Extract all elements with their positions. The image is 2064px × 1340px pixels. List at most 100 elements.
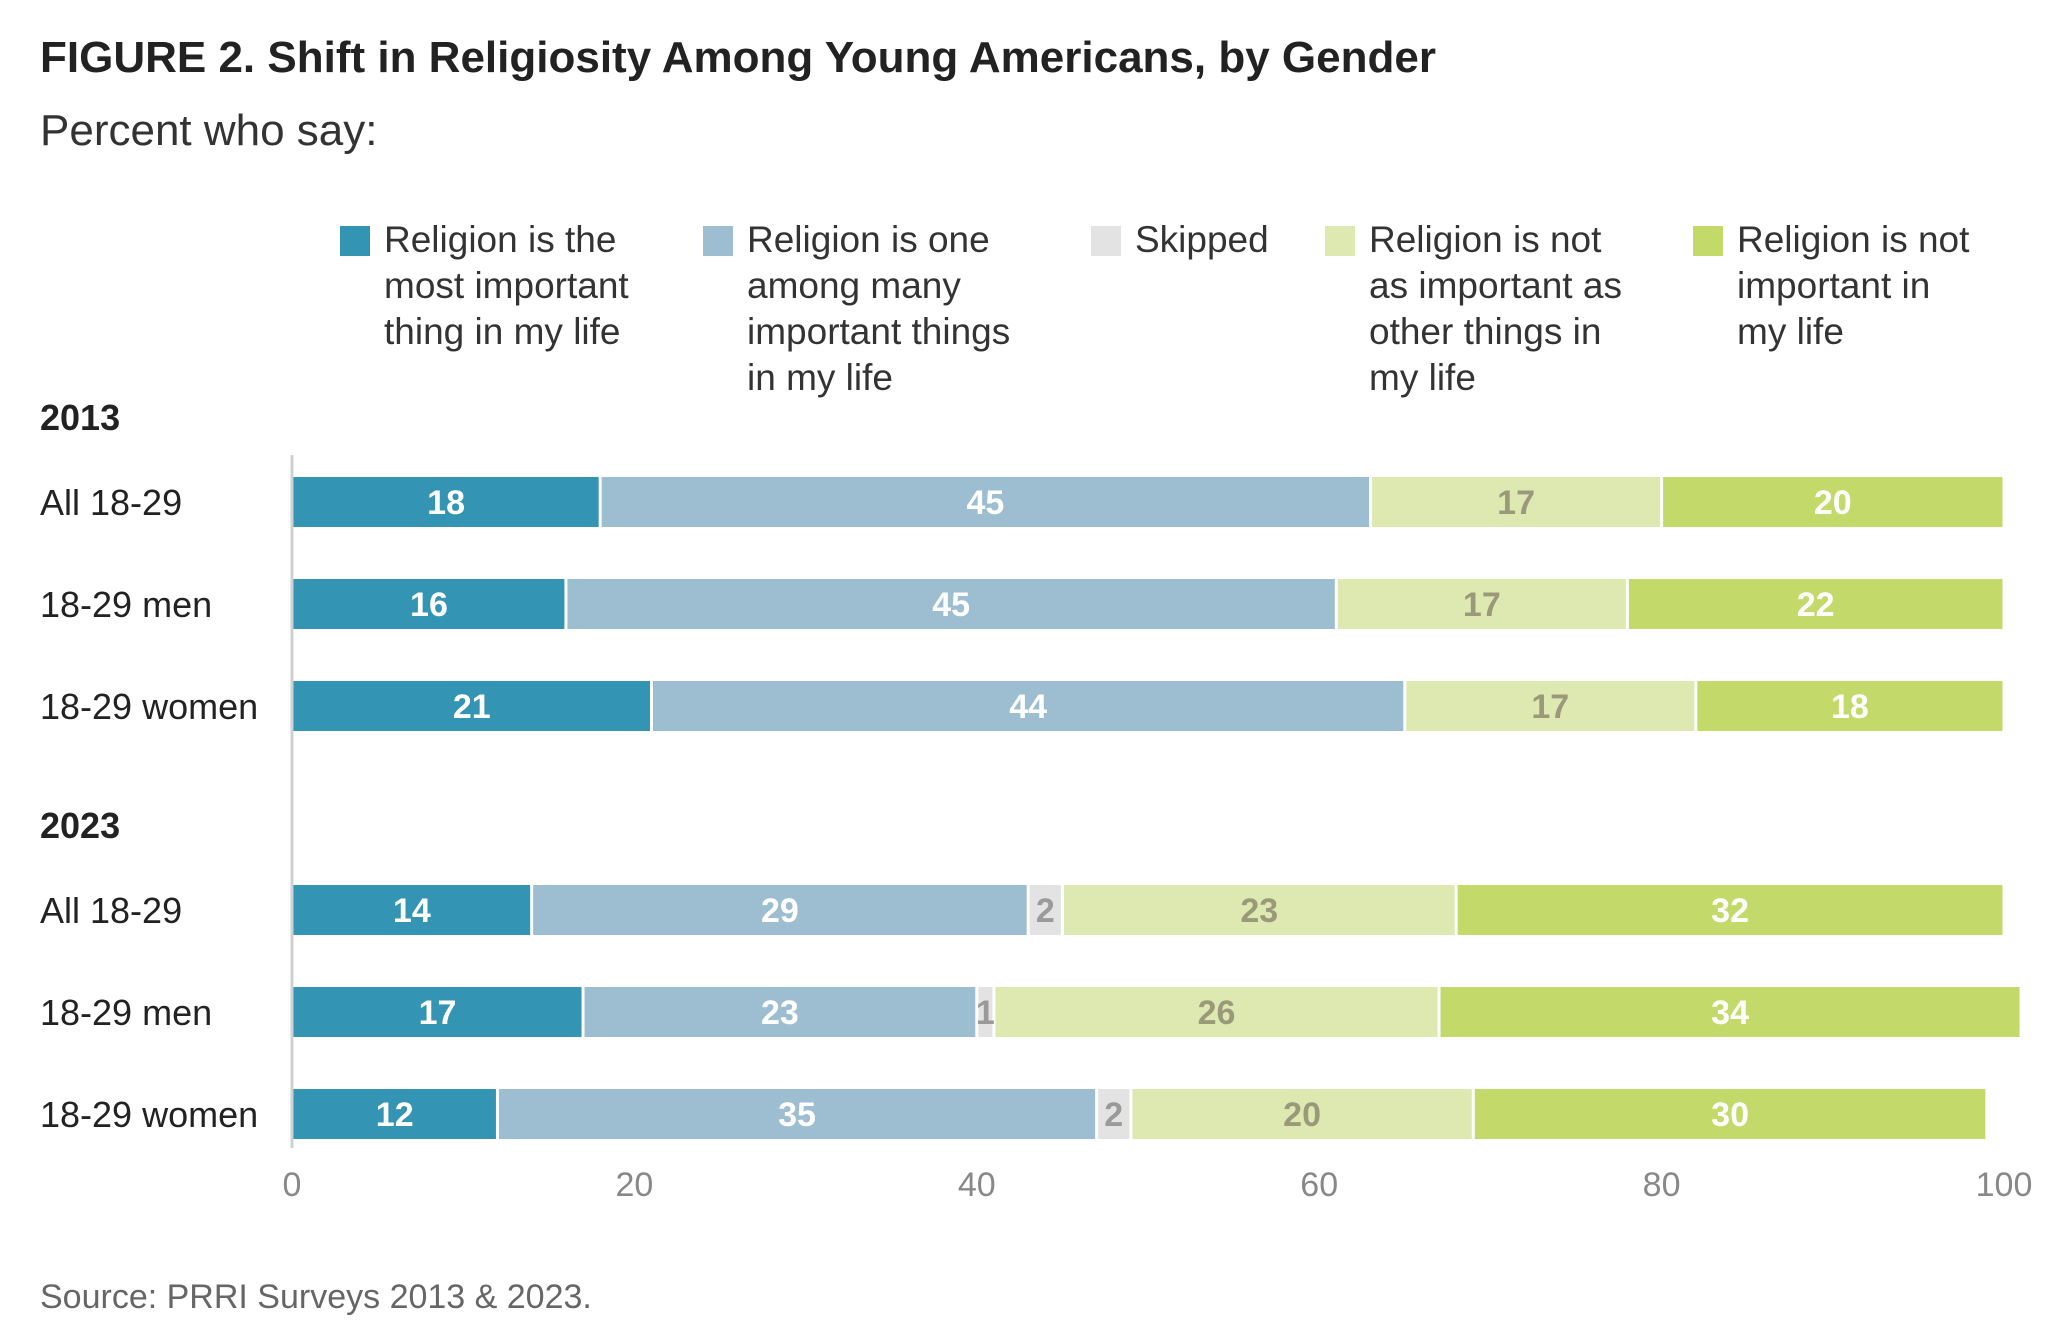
bar-value-label: 2 xyxy=(1104,1096,1123,1134)
bar-segment-skipped xyxy=(978,987,993,1037)
row-label: 18-29 men xyxy=(40,992,212,1033)
bar-value-label: 20 xyxy=(1814,484,1852,522)
bar-value-label: 1 xyxy=(976,994,995,1032)
bar-segment-one_among xyxy=(533,885,1027,935)
bar-value-label: 34 xyxy=(1711,994,1749,1032)
bar-value-label: 29 xyxy=(761,892,799,930)
bar-segment-not_as xyxy=(1063,885,1455,935)
bar-segment-not_important xyxy=(1663,477,2003,527)
x-tick-label: 60 xyxy=(1300,1166,1338,1204)
legend-item-most: Religion is the most important thing in my… xyxy=(340,219,629,352)
legend-label-line: thing in my life xyxy=(384,311,621,352)
legend-label-line: important things xyxy=(747,311,1010,352)
bar-value-label: 2 xyxy=(1036,892,1055,930)
bar-value-label: 35 xyxy=(778,1096,816,1134)
legend-label-line: Skipped xyxy=(1135,219,1269,260)
bar-segment-most xyxy=(293,681,651,731)
source-note: Source: PRRI Surveys 2013 & 2023. xyxy=(40,1278,592,1316)
bar-segment-skipped xyxy=(1098,1089,1130,1139)
bar-segment-not_as xyxy=(995,987,1438,1037)
bar-segment-not_as xyxy=(1406,681,1695,731)
bar-segment-one_among xyxy=(498,1089,1096,1139)
bar-row: 18-29 women 12 35 2 20 30 xyxy=(40,1089,1986,1139)
bar-segment-not_important xyxy=(1457,885,2003,935)
bar-value-label: 16 xyxy=(410,586,448,624)
bar-value-label: 17 xyxy=(1463,586,1501,624)
bar-segment-not_important xyxy=(1697,681,2003,731)
legend-label-line: Religion is not xyxy=(1737,219,1970,260)
group-label: 2023 xyxy=(40,805,120,846)
legend-swatch xyxy=(703,226,733,256)
chart-subtitle: Percent who say: xyxy=(40,106,378,155)
legend-swatch xyxy=(1325,226,1355,256)
legend-label-line: other things in xyxy=(1369,311,1601,352)
bar-segment-most xyxy=(293,1089,496,1139)
bar-value-label: 14 xyxy=(393,892,431,930)
legend-label-line: among many xyxy=(747,265,961,306)
legend-item-not_important: Religion is not important in my life xyxy=(1693,219,1970,352)
bar-row: 18-29 men 16 45 17 22 xyxy=(40,579,2003,629)
bar-segment-one_among xyxy=(584,987,976,1037)
bar-value-label: 45 xyxy=(966,484,1004,522)
legend-label-line: Religion is not xyxy=(1369,219,1602,260)
bar-value-label: 17 xyxy=(1497,484,1535,522)
legend-label-line: as important as xyxy=(1369,265,1622,306)
row-label: All 18-29 xyxy=(40,890,182,931)
bar-segment-not_important xyxy=(1628,579,2003,629)
bar-segment-not_as xyxy=(1132,1089,1472,1139)
legend-item-not_as: Religion is not as important as other thin… xyxy=(1325,219,1622,398)
bar-segment-skipped xyxy=(1029,885,1061,935)
bar-value-label: 45 xyxy=(932,586,970,624)
bar-value-label: 23 xyxy=(761,994,799,1032)
bar-value-label: 22 xyxy=(1797,586,1835,624)
bar-value-label: 44 xyxy=(1009,688,1047,726)
x-tick-label: 80 xyxy=(1643,1166,1681,1204)
bar-segment-not_as xyxy=(1372,477,1661,527)
row-label: All 18-29 xyxy=(40,482,182,523)
bar-value-label: 26 xyxy=(1198,994,1236,1032)
bar-segment-most xyxy=(293,987,582,1037)
legend-item-one_among: Religion is one among many important thing… xyxy=(703,219,1010,398)
bar-value-label: 23 xyxy=(1240,892,1278,930)
bar-value-label: 17 xyxy=(419,994,457,1032)
legend-label-line: important in xyxy=(1737,265,1930,306)
bar-row: 18-29 men 17 23 1 26 34 xyxy=(40,987,2020,1037)
bar-segment-most xyxy=(293,477,599,527)
x-tick-label: 40 xyxy=(958,1166,996,1204)
row-label: 18-29 women xyxy=(40,686,258,727)
group-2023: 2023 All 18-29 14 29 2 23 32 18-29 men 17 23 1 26 34… xyxy=(40,805,2020,1139)
bar-segment-one_among xyxy=(653,681,1404,731)
legend-label-line: my life xyxy=(1369,357,1476,398)
legend-label-line: Religion is one xyxy=(747,219,990,260)
legend-label-line: Religion is the xyxy=(384,219,616,260)
bar-value-label: 18 xyxy=(1831,688,1869,726)
x-tick-label: 20 xyxy=(615,1166,653,1204)
bar-value-label: 32 xyxy=(1711,892,1749,930)
bar-segment-not_important xyxy=(1440,987,2020,1037)
legend-item-skipped: Skipped xyxy=(1091,219,1269,260)
bar-value-label: 30 xyxy=(1711,1096,1749,1134)
row-label: 18-29 women xyxy=(40,1094,258,1135)
bar-value-label: 17 xyxy=(1531,688,1569,726)
legend-swatch xyxy=(340,226,370,256)
bar-row: All 18-29 18 45 17 20 xyxy=(40,477,2003,527)
bar-row: All 18-29 14 29 2 23 32 xyxy=(40,885,2003,935)
legend-swatch xyxy=(1693,226,1723,256)
bar-segment-not_as xyxy=(1337,579,1626,629)
bar-value-label: 12 xyxy=(376,1096,414,1134)
bar-segment-one_among xyxy=(601,477,1370,527)
x-axis-ticks: 0 20 40 60 80 100 xyxy=(283,1166,2033,1204)
bar-value-label: 20 xyxy=(1283,1096,1321,1134)
legend-label-line: in my life xyxy=(747,357,893,398)
chart-title: FIGURE 2. Shift in Religiosity Among You… xyxy=(40,33,1436,82)
bar-value-label: 21 xyxy=(453,688,491,726)
x-tick-label: 0 xyxy=(283,1166,302,1204)
legend-swatch xyxy=(1091,226,1121,256)
bar-segment-not_important xyxy=(1474,1089,1986,1139)
bar-segment-most xyxy=(293,579,565,629)
x-tick-label: 100 xyxy=(1976,1166,2033,1204)
legend: Religion is the most important thing in my… xyxy=(340,219,1970,398)
